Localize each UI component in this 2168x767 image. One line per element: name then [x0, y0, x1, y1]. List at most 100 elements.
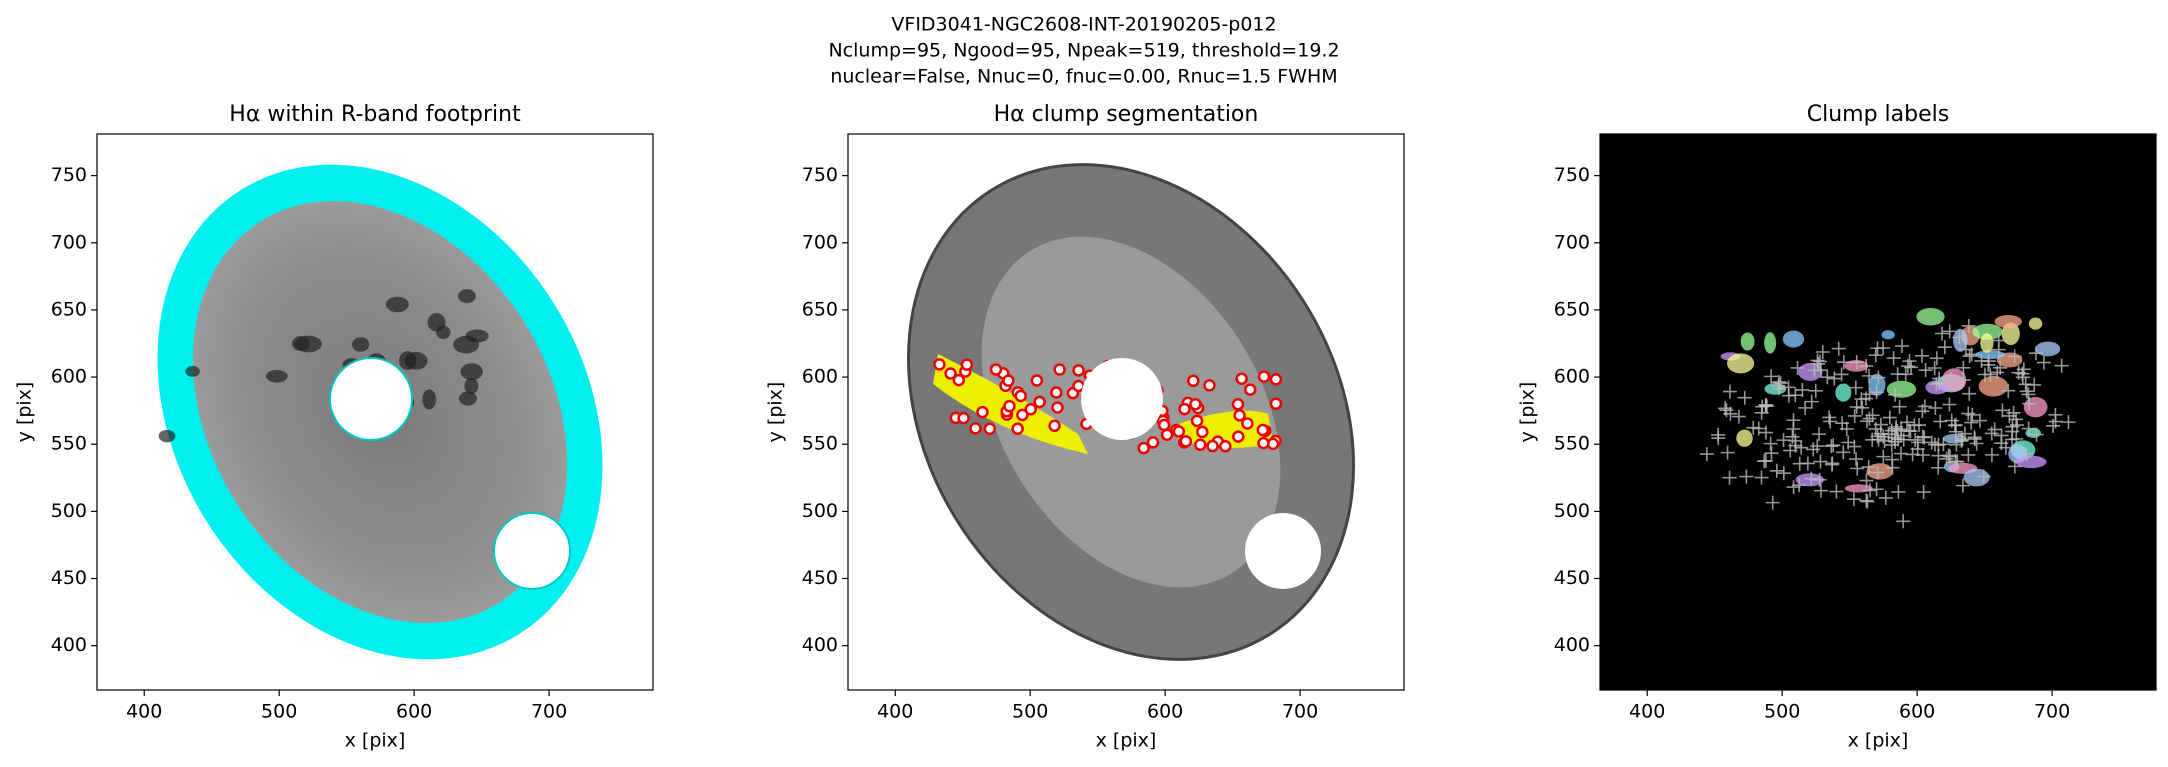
peak-cross: [1965, 407, 1980, 422]
peak-cross: [1829, 484, 1844, 499]
clump-marker: [1189, 397, 1202, 411]
peak-cross: [1947, 418, 1962, 433]
peak-cross: [2019, 384, 2034, 399]
peak-cross: [1962, 386, 1977, 401]
peak-cross: [1758, 453, 1773, 468]
peak-cross: [1943, 372, 1958, 387]
x-tick-label: 700: [1282, 701, 1318, 723]
clump-marker: [1050, 386, 1063, 399]
clump-marker: [1206, 439, 1219, 453]
peak-cross: [1987, 422, 2002, 437]
peak-cross: [2015, 366, 2030, 381]
peak-cross: [1699, 447, 1714, 462]
clump-marker: [960, 358, 974, 371]
clump-blob: [1736, 429, 1753, 447]
peak-cross: [1812, 472, 1827, 487]
y-tick-label: 450: [802, 567, 838, 589]
peak-cross: [2005, 432, 2020, 447]
peak-cross: [1955, 432, 1970, 447]
clump-marker: [1219, 440, 1232, 453]
clump-marker: [1187, 374, 1200, 388]
peak-cross: [1731, 409, 1746, 424]
peak-cross: [1915, 447, 1930, 462]
peak-cross: [1939, 451, 1954, 466]
clump-marker: [1257, 370, 1271, 383]
clump-marker: [944, 367, 957, 380]
peak-cross: [1894, 422, 1909, 437]
peak-cross: [1931, 437, 1946, 452]
clump-marker: [983, 422, 997, 436]
peak-cross: [1942, 324, 1957, 339]
clump-marker: [1137, 441, 1150, 455]
clump-marker: [952, 373, 966, 387]
peak-cross: [1764, 369, 1779, 384]
peak-cross: [1860, 494, 1875, 509]
panel-title: Hα clump segmentation: [994, 102, 1259, 127]
clump-marker: [1241, 417, 1254, 430]
peak-cross: [1847, 408, 1862, 423]
figure-title: nuclear=False, Nnuc=0, fnuc=0.00, Rnuc=1…: [830, 66, 1337, 88]
peak-cross: [1914, 348, 1929, 363]
peak-cross: [1754, 470, 1769, 485]
peak-cross: [1915, 404, 1930, 419]
peak-cross: [1822, 410, 1837, 425]
figure-title: Nclump=95, Ngood=95, Npeak=519, threshol…: [828, 40, 1339, 62]
y-tick-label: 700: [802, 231, 838, 253]
clump-marker: [1178, 402, 1191, 416]
peak-cross: [1781, 380, 1796, 395]
axes-frame: [847, 133, 1405, 691]
peak-cross: [1786, 480, 1801, 495]
peak-cross: [1891, 484, 1906, 499]
clump-marker: [1203, 379, 1216, 392]
peak-cross: [1849, 355, 1864, 370]
peak-cross: [1990, 365, 2005, 380]
peak-cross: [1813, 454, 1828, 469]
clump-marker: [1233, 409, 1246, 422]
x-tick-label: 700: [2034, 701, 2070, 723]
peak-cross: [1931, 460, 1946, 475]
panel-title: Hα within R-band footprint: [229, 102, 521, 127]
peak-cross: [1870, 465, 1885, 480]
peak-cross: [1918, 363, 1933, 378]
y-tick-label: 650: [1554, 298, 1590, 320]
peak-cross: [1815, 345, 1830, 360]
peak-cross: [2022, 396, 2037, 411]
clump-marker: [1048, 419, 1061, 433]
peak-cross: [1737, 390, 1752, 405]
peak-cross: [2007, 459, 2022, 474]
peak-cross: [1858, 391, 1873, 406]
peak-cross: [2009, 412, 2024, 427]
clump-marker: [1172, 425, 1186, 438]
clump-blob: [1782, 330, 1805, 348]
peak-cross: [1820, 370, 1835, 385]
peak-cross: [1711, 431, 1726, 446]
axes-frame: [96, 133, 654, 691]
peak-cross: [1961, 318, 1976, 333]
peak-cross: [1862, 411, 1877, 426]
peak-cross: [1807, 363, 1822, 378]
peak-cross: [1810, 439, 1825, 454]
peak-cross: [1868, 421, 1883, 436]
x-axis-label: x [pix]: [1848, 730, 1909, 752]
peak-cross: [1826, 438, 1841, 453]
peak-cross: [1765, 495, 1780, 510]
peak-cross: [1771, 378, 1786, 393]
peak-cross: [1870, 341, 1885, 356]
peak-cross: [2028, 346, 2043, 361]
peak-cross: [2021, 387, 2036, 402]
peak-cross: [1846, 492, 1861, 507]
peak-cross: [1811, 356, 1826, 371]
peak-cross: [1859, 358, 1874, 373]
x-tick-label: 500: [1764, 701, 1800, 723]
y-tick-label: 500: [802, 500, 838, 522]
dark-knot: [265, 369, 288, 383]
peak-cross: [1954, 433, 1969, 448]
peak-cross: [2046, 418, 2061, 433]
clump-marker: [1072, 379, 1085, 393]
peak-cross: [1896, 514, 1911, 529]
peak-cross: [1758, 398, 1773, 413]
x-axis-label: x [pix]: [345, 730, 406, 752]
peak-cross: [1783, 443, 1798, 458]
peak-cross: [1935, 326, 1950, 341]
peak-cross: [1839, 421, 1854, 436]
